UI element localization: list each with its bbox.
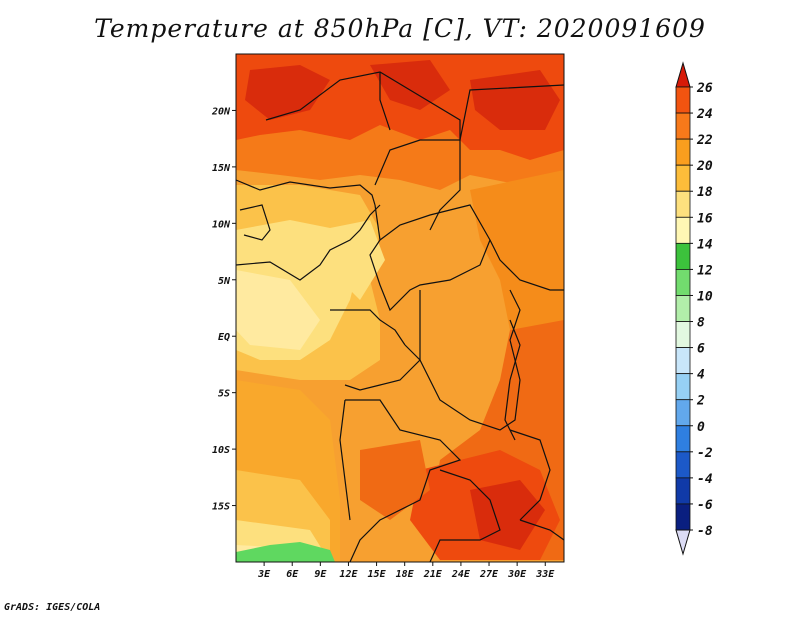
colorbar-segment [675, 347, 691, 375]
colorbar-segment [675, 321, 691, 348]
colorbar-segment [675, 477, 691, 505]
x-tick-label: 27E [479, 569, 499, 580]
colorbar-label: 18 [697, 185, 713, 200]
colorbar-label: 16 [697, 211, 713, 226]
colorbar-label: 14 [697, 237, 713, 252]
colorbar-label: -2 [697, 446, 713, 461]
y-tick-label: 15S [212, 502, 230, 513]
x-tick-label: 30E [507, 569, 527, 580]
colorbar-label: 0 [697, 420, 705, 435]
colorbar-segment [675, 451, 691, 479]
y-tick-label: 10S [212, 445, 230, 456]
colorbar-label: 4 [697, 368, 705, 383]
chart-title: Temperature at 850hPa [C], VT: 202009160… [94, 14, 706, 43]
x-tick-label: 21E [423, 569, 443, 580]
colorbar-label: 20 [696, 159, 713, 174]
x-tick-label: 3E [257, 569, 271, 580]
colorbar-label: 10 [697, 289, 713, 304]
x-axis: 3E 6E 9E 12E 15E 18E 21E 24E 27E 30E 33E [257, 562, 555, 580]
temperature-field [236, 54, 564, 562]
colorbar-label: 22 [696, 133, 713, 148]
colorbar-segment [675, 164, 691, 192]
y-tick-label: 5N [218, 276, 231, 287]
colorbar-segment [675, 373, 691, 401]
y-axis: 20N 15N 10N 5N EQ 5S 10S 15S [211, 106, 236, 513]
colorbar-segment [675, 399, 691, 427]
colorbar-label: 8 [697, 316, 705, 331]
x-tick-label: 33E [535, 569, 555, 580]
x-tick-label: 24E [451, 569, 471, 580]
colorbar-underflow-arrow [675, 529, 691, 556]
x-tick-label: 12E [339, 569, 358, 580]
colorbar-segment [675, 112, 691, 140]
map-frame [235, 53, 565, 563]
colorbar-label: 2 [696, 394, 705, 409]
colorbar-segment [675, 86, 691, 114]
colorbar-label: 6 [697, 342, 705, 357]
colorbar-label: 12 [697, 263, 713, 278]
y-tick-label: 20N [211, 106, 231, 117]
colorbar-label: -8 [697, 524, 713, 539]
country-borders [236, 71, 564, 562]
colorbar-segment [675, 269, 691, 296]
grads-credit: GrADS: IGES/COLA [4, 602, 101, 613]
x-tick-label: 18E [396, 569, 415, 580]
colorbar-segment [675, 503, 691, 531]
colorbar-segment [675, 138, 691, 166]
colorbar-overflow-arrow [675, 61, 691, 88]
colorbar-segment [675, 216, 691, 244]
y-tick-label: 10N [212, 219, 231, 230]
colorbar-label: 24 [696, 107, 713, 122]
colorbar-label: -4 [697, 472, 713, 487]
x-tick-label: 6E [286, 569, 299, 580]
y-tick-label: 15N [212, 163, 231, 174]
colorbar-label: 26 [696, 81, 713, 96]
x-tick-label: 15E [368, 569, 387, 580]
colorbar-segment [675, 295, 691, 322]
x-tick-label: 9E [314, 569, 327, 580]
colorbar-segment [675, 190, 691, 218]
colorbar-segment [675, 425, 691, 453]
colorbar-label: -6 [697, 498, 713, 513]
y-tick-label: 5S [218, 389, 230, 400]
colorbar-segment [675, 242, 691, 270]
y-tick-label: EQ [218, 332, 230, 343]
